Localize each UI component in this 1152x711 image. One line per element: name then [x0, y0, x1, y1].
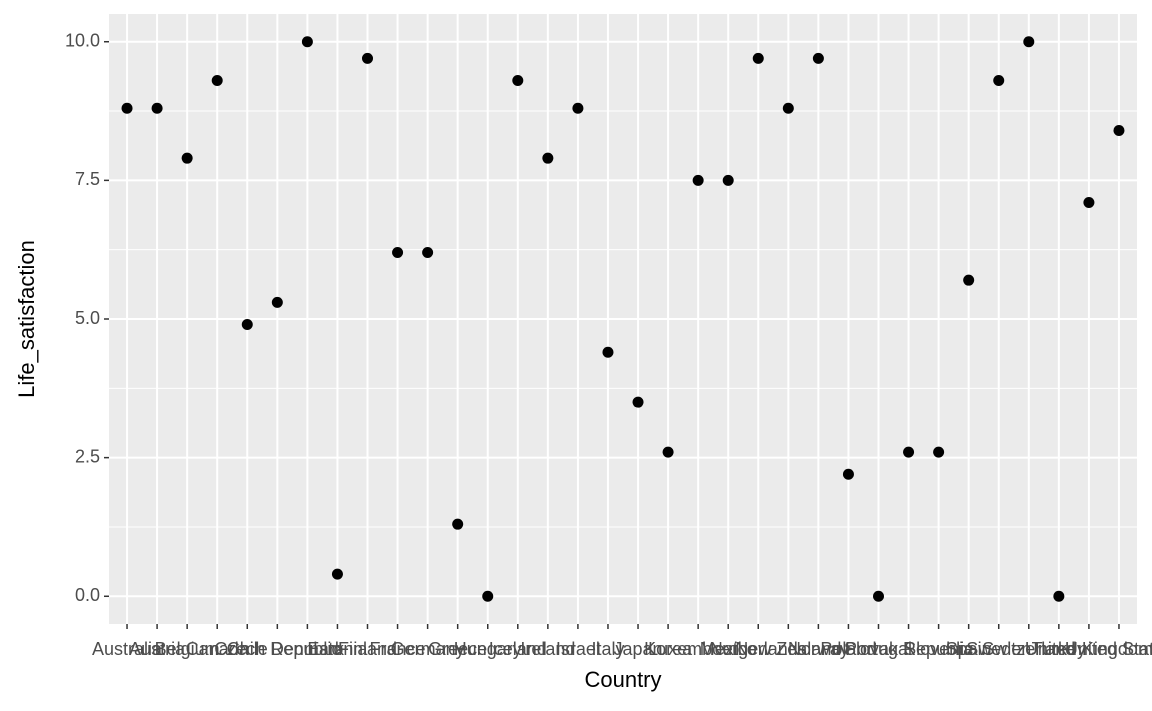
x-tick-label: New Zealand: [735, 639, 841, 659]
point: [452, 518, 464, 530]
point: [872, 590, 884, 602]
point: [632, 396, 644, 408]
y-tick-label: 5.0: [75, 308, 100, 328]
point: [1023, 36, 1035, 48]
point: [1053, 590, 1065, 602]
point: [301, 36, 313, 48]
point: [422, 246, 434, 258]
point: [241, 319, 253, 331]
point: [903, 446, 915, 458]
point: [1083, 197, 1095, 209]
x-tick-label: Austria: [129, 639, 186, 659]
x-tick-label: Poland: [820, 639, 876, 659]
x-tick-label: Luxembourg: [648, 639, 748, 659]
point: [993, 75, 1005, 87]
point: [933, 446, 945, 458]
point: [1113, 124, 1125, 136]
point: [271, 296, 283, 308]
x-tick-label: Estonia: [307, 639, 368, 659]
x-tick-label: Iceland: [489, 639, 547, 659]
point: [482, 590, 494, 602]
x-tick-label: Switzerland: [982, 639, 1075, 659]
point: [692, 174, 704, 186]
x-tick-label: Japan: [614, 639, 663, 659]
x-tick-label: Israel: [556, 639, 600, 659]
x-tick-label: Netherlands: [710, 639, 807, 659]
point: [812, 52, 824, 64]
x-axis-label: Country: [584, 667, 661, 692]
point: [121, 102, 133, 114]
x-tick-label: Turkey: [1032, 639, 1086, 659]
y-tick-label: 0.0: [75, 585, 100, 605]
point: [662, 446, 674, 458]
x-tick-label: Belgium: [155, 639, 220, 659]
x-tick-label: Norway: [788, 639, 849, 659]
x-tick-label: United Kingdom: [1025, 639, 1152, 659]
point: [572, 102, 584, 114]
x-tick-label: Hungary: [454, 639, 522, 659]
y-tick-label: 10.0: [65, 30, 100, 50]
y-axis-label: Life_satisfaction: [14, 240, 39, 398]
x-tick-label: France: [370, 639, 426, 659]
point: [331, 568, 343, 580]
x-tick-label: Mexico: [700, 639, 757, 659]
point: [392, 246, 404, 258]
x-tick-label: Spain: [946, 639, 992, 659]
point: [151, 102, 163, 114]
x-tick-label: Slovak Republic: [844, 639, 973, 659]
point: [181, 152, 193, 164]
x-tick-label: Sweden: [966, 639, 1031, 659]
x-tick-label: Canada: [186, 639, 250, 659]
x-tick-label: Finland: [338, 639, 397, 659]
x-tick-label: Portugal: [845, 639, 912, 659]
y-tick-label: 2.5: [75, 446, 100, 466]
x-tick-label: Australia: [92, 639, 163, 659]
x-tick-label: Korea: [644, 639, 693, 659]
point: [542, 152, 554, 164]
point: [722, 174, 734, 186]
x-tick-label: United States: [1065, 639, 1152, 659]
x-tick-label: Ireland: [520, 639, 575, 659]
point: [602, 346, 614, 358]
point: [782, 102, 794, 114]
point: [512, 75, 524, 87]
x-tick-label: Slovenia: [904, 639, 974, 659]
point: [842, 468, 854, 480]
point: [362, 52, 374, 64]
x-tick-label: Greece: [428, 639, 487, 659]
y-tick-label: 7.5: [75, 169, 100, 189]
point: [752, 52, 764, 64]
x-tick-label: Denmark: [271, 639, 345, 659]
x-tick-label: Germany: [391, 639, 465, 659]
point: [963, 274, 975, 286]
x-tick-label: Czech Republic: [214, 639, 340, 659]
x-tick-label: Italy: [591, 639, 624, 659]
point: [211, 75, 223, 87]
x-tick-label: Chile: [227, 639, 268, 659]
